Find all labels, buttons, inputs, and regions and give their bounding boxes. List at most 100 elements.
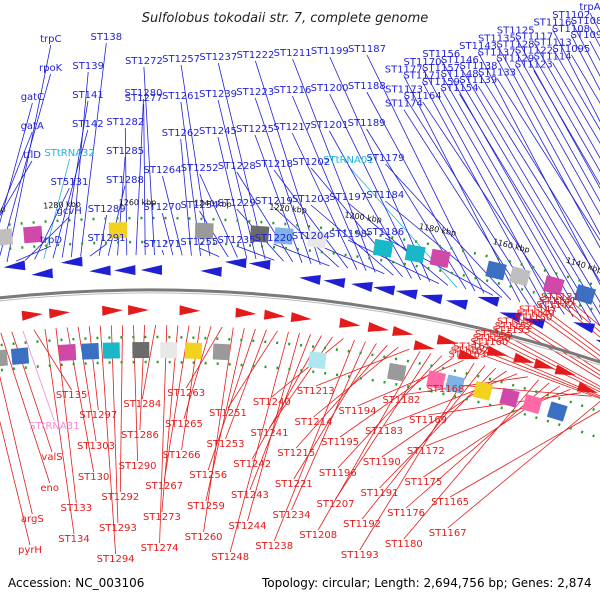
gene-label: ST1147 bbox=[519, 304, 557, 315]
gene-label: ST1225 bbox=[236, 124, 274, 135]
gene-label: ST1213 bbox=[297, 386, 335, 397]
gene-label: ST1125 bbox=[497, 26, 535, 37]
reverse-feature-arrow bbox=[413, 340, 435, 350]
label-leader-line bbox=[425, 389, 571, 447]
gene-label: ST1177 bbox=[385, 65, 423, 76]
gene-label: ST1129 bbox=[496, 53, 534, 64]
label-leader-line bbox=[403, 109, 530, 305]
forward-feature-arrow bbox=[573, 322, 596, 334]
reverse-feature-arrow bbox=[554, 364, 576, 376]
label-leader-line bbox=[489, 336, 600, 393]
cog-block bbox=[546, 401, 568, 422]
reverse-feature-arrow bbox=[179, 305, 201, 316]
gene-label: ST1286 bbox=[121, 430, 159, 441]
gene-label: trpA bbox=[579, 2, 600, 13]
label-leader-line bbox=[403, 379, 539, 540]
label-leader-line bbox=[552, 62, 600, 144]
gene-label: ST1137 bbox=[478, 47, 516, 58]
label-leader-line bbox=[469, 345, 600, 398]
gene-label: ST1216 bbox=[273, 85, 311, 96]
cog-block bbox=[23, 225, 43, 244]
gene-label: ST1141 bbox=[539, 296, 577, 307]
gene-label: STtRNA31 bbox=[29, 421, 79, 432]
gene-label: ST1161 bbox=[453, 341, 491, 352]
label-leader-line bbox=[0, 420, 31, 546]
cog-block bbox=[194, 222, 214, 240]
label-leader-line bbox=[385, 237, 494, 296]
gene-label: ST1176 bbox=[387, 508, 425, 519]
cog-tracks bbox=[0, 222, 600, 422]
gene-label: ST1217 bbox=[273, 122, 311, 133]
gene-label: ST1139 bbox=[459, 75, 497, 86]
label-leader-line bbox=[229, 331, 289, 553]
gene-label: ST1155 bbox=[475, 329, 513, 340]
label-leader-line bbox=[467, 349, 600, 399]
gene-label: ST1179 bbox=[367, 153, 405, 164]
label-leader-line bbox=[52, 129, 89, 259]
label-leader-line bbox=[80, 42, 107, 257]
cog-block bbox=[444, 374, 465, 394]
reverse-feature-arrow bbox=[513, 352, 535, 364]
gene-label: ST1266 bbox=[163, 450, 201, 461]
scale-label: 1220 kbp bbox=[269, 203, 307, 215]
gene-label: ST1303 bbox=[77, 441, 115, 452]
gene-label: ST1263 bbox=[167, 388, 205, 399]
label-leader-line bbox=[496, 78, 600, 242]
gene-label: ST1199 bbox=[311, 46, 349, 57]
label-leader-line bbox=[6, 44, 52, 263]
cog-block bbox=[0, 228, 14, 246]
gene-label: ST1242 bbox=[233, 459, 271, 470]
label-leader-line bbox=[141, 324, 157, 400]
gene-label: ST1160 bbox=[470, 337, 508, 348]
gene-label: ST1180 bbox=[385, 539, 423, 550]
label-leader-line bbox=[335, 353, 432, 500]
gene-label: ST1146 bbox=[441, 55, 479, 66]
label-leader-line bbox=[217, 99, 257, 259]
gene-label: ST1164 bbox=[404, 91, 442, 102]
gene-label: ST1256 bbox=[189, 470, 227, 481]
label-leader-line bbox=[477, 85, 600, 283]
label-leader-line bbox=[422, 67, 556, 312]
label-leader-line bbox=[291, 132, 358, 270]
label-leader-line bbox=[339, 357, 453, 438]
gene-label: ST1272 bbox=[125, 56, 163, 67]
gene-label: ST1163 bbox=[448, 350, 486, 361]
forward-feature-arrow bbox=[299, 275, 321, 285]
label-leader-line bbox=[329, 93, 422, 281]
gene-label: ST1114 bbox=[534, 52, 572, 63]
label-leader-line bbox=[361, 365, 486, 520]
gene-label: ST1117 bbox=[515, 32, 553, 43]
label-leader-line bbox=[385, 200, 503, 298]
gene-label: ST1123 bbox=[515, 60, 553, 71]
cog-block bbox=[212, 343, 231, 361]
gene-label: ST1091 bbox=[571, 30, 600, 41]
gene-label: ST1277 bbox=[125, 93, 163, 104]
gene-label: ST1202 bbox=[292, 157, 330, 168]
gene-label: ST135 bbox=[56, 390, 88, 401]
label-leader-line bbox=[71, 71, 89, 258]
label-leader-line bbox=[43, 158, 70, 259]
label-leader-line bbox=[273, 206, 339, 268]
label-leader-line bbox=[401, 376, 528, 396]
reverse-feature-arrow bbox=[235, 307, 257, 318]
reverse-feature-arrow bbox=[339, 317, 361, 328]
gene-label: argS bbox=[21, 514, 44, 525]
gene-label: ST1154 bbox=[441, 83, 479, 94]
gene-label: ST1253 bbox=[207, 439, 245, 450]
reverse-feature-arrow bbox=[102, 305, 124, 316]
label-leader-line bbox=[203, 327, 234, 533]
gene-label: ST1293 bbox=[99, 523, 137, 534]
gene-label: ST1194 bbox=[339, 406, 377, 417]
cog-block bbox=[102, 342, 120, 359]
label-leader-line bbox=[310, 167, 403, 278]
cog-block bbox=[108, 222, 128, 239]
label-leader-line bbox=[493, 328, 600, 387]
gene-label: ST1234 bbox=[273, 510, 311, 521]
label-leader-line bbox=[119, 325, 123, 493]
label-leader-line bbox=[515, 50, 600, 203]
forward-feature-arrow bbox=[523, 318, 546, 329]
label-leader-line bbox=[552, 28, 600, 123]
gene-label: ST1267 bbox=[145, 481, 183, 492]
gene-label: ST1264 bbox=[144, 165, 182, 176]
cog-block bbox=[132, 342, 150, 359]
